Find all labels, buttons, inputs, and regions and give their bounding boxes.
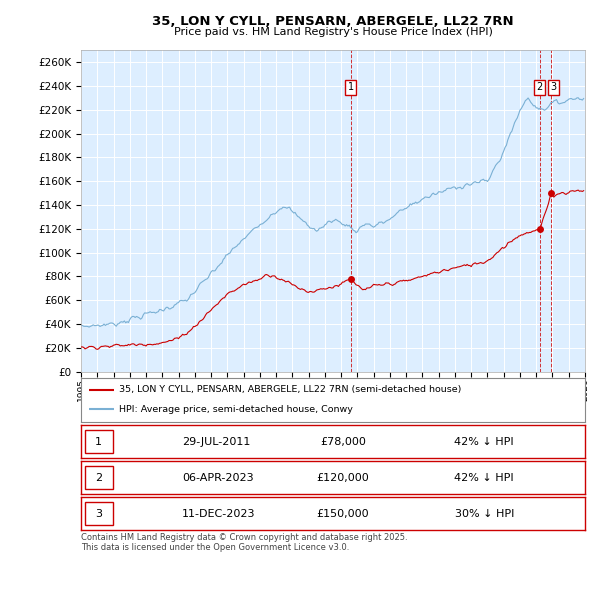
Text: £120,000: £120,000 (317, 473, 370, 483)
Text: Contains HM Land Registry data © Crown copyright and database right 2025.
This d: Contains HM Land Registry data © Crown c… (81, 533, 407, 552)
Text: Price paid vs. HM Land Registry's House Price Index (HPI): Price paid vs. HM Land Registry's House … (173, 27, 493, 37)
Text: 35, LON Y CYLL, PENSARN, ABERGELE, LL22 7RN: 35, LON Y CYLL, PENSARN, ABERGELE, LL22 … (152, 15, 514, 28)
Text: 30% ↓ HPI: 30% ↓ HPI (455, 509, 514, 519)
FancyBboxPatch shape (85, 430, 113, 453)
Text: HPI: Average price, semi-detached house, Conwy: HPI: Average price, semi-detached house,… (119, 405, 353, 414)
Text: 2: 2 (95, 473, 102, 483)
Text: 3: 3 (95, 509, 102, 519)
FancyBboxPatch shape (85, 502, 113, 525)
Text: 35, LON Y CYLL, PENSARN, ABERGELE, LL22 7RN (semi-detached house): 35, LON Y CYLL, PENSARN, ABERGELE, LL22 … (119, 385, 461, 395)
Text: 42% ↓ HPI: 42% ↓ HPI (454, 437, 514, 447)
Text: 2: 2 (536, 82, 542, 92)
Text: 1: 1 (347, 82, 353, 92)
Text: 11-DEC-2023: 11-DEC-2023 (182, 509, 256, 519)
Text: £78,000: £78,000 (320, 437, 366, 447)
Text: 42% ↓ HPI: 42% ↓ HPI (454, 473, 514, 483)
Text: 06-APR-2023: 06-APR-2023 (182, 473, 253, 483)
Text: 1: 1 (95, 437, 102, 447)
FancyBboxPatch shape (85, 466, 113, 489)
Text: 29-JUL-2011: 29-JUL-2011 (182, 437, 250, 447)
Text: 3: 3 (550, 82, 556, 92)
Text: £150,000: £150,000 (317, 509, 370, 519)
